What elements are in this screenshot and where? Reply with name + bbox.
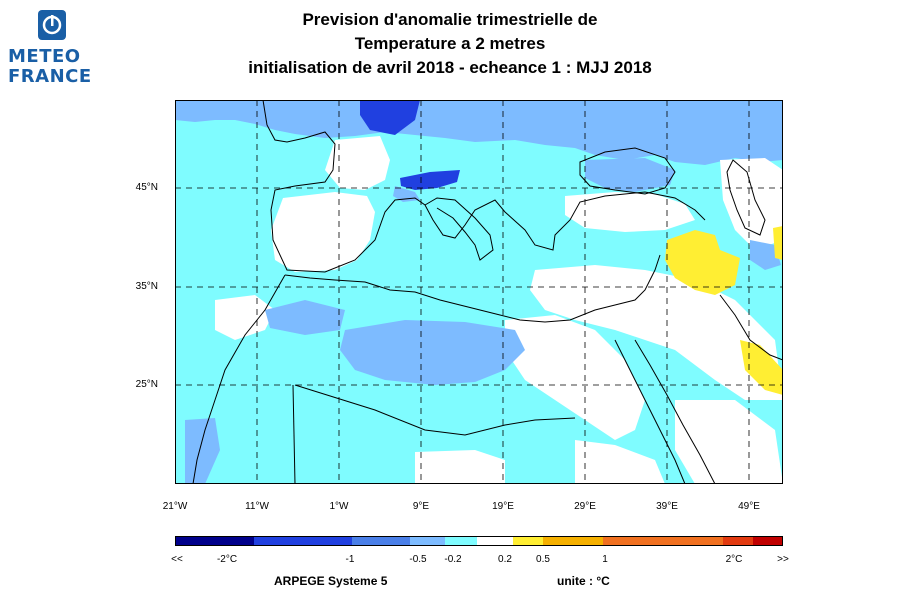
coast-gulf xyxy=(719,294,783,361)
blue-sahara xyxy=(340,320,525,385)
colorbar-seg-2 xyxy=(254,536,352,546)
lon-label-29e: 29°E xyxy=(574,501,596,512)
lon-label-21w: 21°W xyxy=(162,501,188,512)
map-title: Prevision d'anomalie trimestrielle de Te… xyxy=(180,8,720,80)
logo-badge-icon xyxy=(38,10,66,40)
colorbar-label-2: 2°C xyxy=(725,554,743,565)
lon-label-19e: 19°E xyxy=(492,501,514,512)
colorbar-label-under: << xyxy=(171,554,183,565)
colorbar-seg-10 xyxy=(723,536,753,546)
colorbar-seg-8 xyxy=(543,536,603,546)
coast-italy xyxy=(424,197,494,261)
logo-text-france: FRANCE xyxy=(8,66,92,87)
graticule xyxy=(175,100,783,484)
blue-sahara-2 xyxy=(265,300,345,335)
white-middle-east xyxy=(530,265,783,400)
lat-label-35n: 35°N xyxy=(135,281,158,292)
colorbar-label-m05: -0.5 xyxy=(409,554,427,565)
coast-red-sea-e xyxy=(634,339,716,484)
lon-label-39e: 39°E xyxy=(656,501,678,512)
white-iberia xyxy=(271,192,375,272)
colorbar-label-05: 0.5 xyxy=(536,554,550,565)
lon-label-11w: 11°W xyxy=(245,501,269,512)
white-west-africa-s xyxy=(415,450,505,484)
colorbar-label-over: >> xyxy=(777,554,789,565)
border-mauritania xyxy=(292,384,296,484)
colorbar-seg-3 xyxy=(352,536,410,546)
white-caspian xyxy=(720,158,783,250)
yellow-iran xyxy=(665,230,740,295)
title-line-3: initialisation de avril 2018 - echeance … xyxy=(248,58,652,77)
unit-label: unite : °C xyxy=(557,574,610,588)
coast-caspian xyxy=(726,159,766,236)
colorbar-seg-5 xyxy=(445,536,477,546)
lon-label-9e: 9°E xyxy=(412,501,430,512)
lon-label-49e: 49°E xyxy=(738,501,760,512)
colorbar-seg-7 xyxy=(513,536,543,546)
border-sahara xyxy=(294,384,576,436)
colorbar-label-02: 0.2 xyxy=(498,554,512,565)
yellow-caspian-edge xyxy=(773,226,783,260)
colorbar-label-m02: -0.2 xyxy=(444,554,462,565)
coast-red-sea xyxy=(614,339,686,484)
colorbar-seg-4 xyxy=(410,536,445,546)
white-sahel-east xyxy=(575,440,665,484)
colorbar-seg-9 xyxy=(603,536,723,546)
yellow-gulf xyxy=(740,340,783,395)
white-france xyxy=(325,136,390,190)
lat-label-45n: 45°N xyxy=(135,182,158,193)
white-turkey xyxy=(565,192,695,232)
white-arabia xyxy=(675,400,783,484)
title-line-1: Prevision d'anomalie trimestrielle de xyxy=(302,10,598,29)
white-egypt xyxy=(505,315,645,440)
map-canvas xyxy=(175,100,783,484)
blue-west-coast xyxy=(185,418,220,484)
colorbar-seg-6 xyxy=(477,536,513,546)
blue-black-sea xyxy=(585,158,675,192)
colorbar-label-1: 1 xyxy=(602,554,608,565)
coast-north-africa xyxy=(284,254,661,323)
logo-text-meteo: METEO xyxy=(8,46,81,67)
map-frame xyxy=(175,100,783,484)
lon-label-1w: 1°W xyxy=(329,501,349,512)
lat-label-25n: 25°N xyxy=(135,379,158,390)
colorbar-label-m2: -2°C xyxy=(216,554,238,565)
colorbar-label-m1: -1 xyxy=(345,554,355,565)
coast-europe-north xyxy=(262,100,706,273)
colorbar-seg-1 xyxy=(175,536,254,546)
blue-cold-north xyxy=(360,100,420,135)
white-sahara-n xyxy=(215,295,275,340)
blue-alps xyxy=(400,170,460,190)
anomaly-map xyxy=(175,100,783,484)
meteo-france-logo: METEO FRANCE xyxy=(8,8,92,90)
colorbar-seg-11 xyxy=(753,536,783,546)
model-name: ARPEGE Systeme 5 xyxy=(274,574,388,588)
title-line-2: Temperature a 2 metres xyxy=(354,34,546,53)
blue-caucasus xyxy=(750,240,781,270)
colorbar xyxy=(175,536,783,546)
